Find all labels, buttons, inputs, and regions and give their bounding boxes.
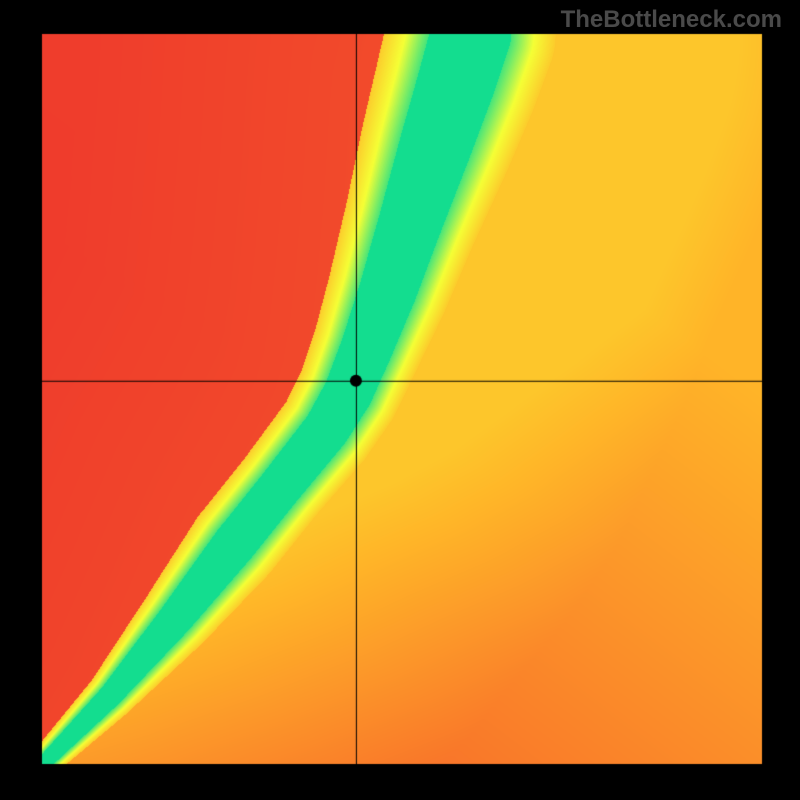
chart-container: TheBottleneck.com bbox=[0, 0, 800, 800]
bottleneck-heatmap bbox=[0, 0, 800, 800]
watermark-text: TheBottleneck.com bbox=[561, 6, 782, 34]
